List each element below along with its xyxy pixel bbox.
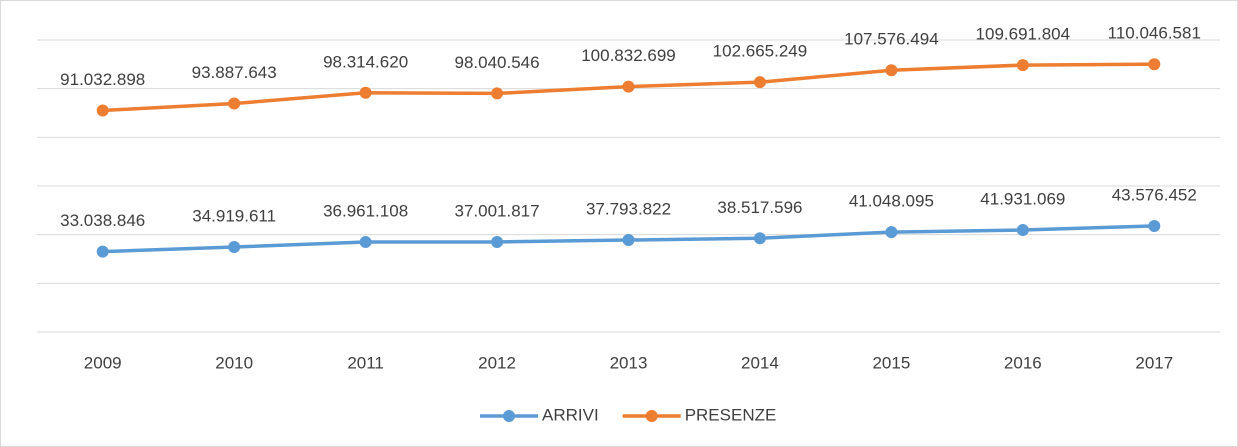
data-point (622, 234, 635, 247)
data-label: 37.001.817 (455, 201, 540, 220)
data-label: 34.919.611 (192, 207, 276, 226)
legend-label: PRESENZE (685, 405, 777, 424)
data-label: 110.046.581 (1108, 24, 1201, 43)
data-point (1148, 58, 1161, 71)
data-label: 102.665.249 (713, 42, 808, 61)
x-tick-label: 2013 (610, 353, 648, 372)
data-label: 109.691.804 (976, 25, 1071, 44)
x-tick-label: 2012 (478, 353, 516, 372)
data-point (491, 235, 504, 248)
data-point (885, 226, 898, 239)
data-label: 107.576.494 (844, 30, 939, 49)
x-tick-label: 2009 (84, 353, 122, 372)
data-label: 93.887.643 (192, 63, 277, 82)
x-tick-label: 2014 (741, 353, 779, 372)
x-tick-label: 2010 (215, 353, 253, 372)
data-point (228, 97, 241, 110)
data-point (1016, 59, 1029, 72)
data-point (1016, 223, 1029, 236)
data-point (359, 86, 372, 99)
data-label: 41.931.069 (980, 189, 1065, 208)
x-tick-label: 2011 (347, 353, 384, 372)
data-label: 98.314.620 (323, 52, 408, 71)
data-label: 98.040.546 (455, 53, 540, 72)
data-label: 91.032.898 (60, 70, 145, 89)
data-point (96, 104, 109, 117)
data-label: 41.048.095 (849, 192, 934, 211)
data-label: 36.961.108 (323, 202, 408, 221)
data-point (96, 245, 109, 258)
data-label: 38.517.596 (717, 198, 802, 217)
data-label: 43.576.452 (1112, 185, 1197, 204)
x-tick-label: 2016 (1004, 353, 1042, 372)
legend-label: ARRIVI (542, 405, 599, 424)
data-point (228, 241, 241, 254)
data-label: 100.832.699 (581, 46, 676, 65)
data-label: 37.793.822 (586, 200, 671, 219)
data-point (491, 87, 504, 100)
data-point (622, 80, 635, 93)
data-point (753, 76, 766, 89)
data-label: 33.038.846 (60, 211, 145, 230)
data-point (1148, 219, 1161, 232)
x-tick-label: 2017 (1135, 353, 1173, 372)
x-tick-label: 2015 (872, 353, 910, 372)
data-point (359, 236, 372, 249)
legend-marker (503, 410, 515, 422)
data-point (753, 232, 766, 245)
data-point (885, 64, 898, 77)
legend-marker (645, 410, 658, 422)
